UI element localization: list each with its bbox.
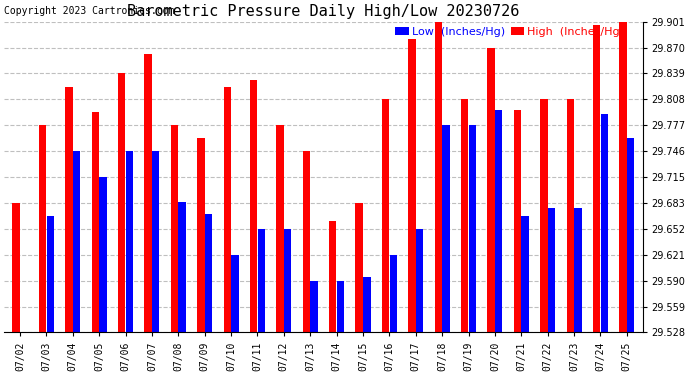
- Bar: [540, 99, 548, 332]
- Bar: [257, 229, 265, 332]
- Bar: [39, 125, 46, 332]
- Bar: [495, 110, 502, 332]
- Bar: [99, 177, 107, 332]
- Bar: [310, 281, 318, 332]
- Bar: [179, 202, 186, 332]
- Bar: [487, 48, 495, 332]
- Bar: [600, 114, 608, 332]
- Bar: [73, 151, 80, 332]
- Bar: [231, 255, 239, 332]
- Bar: [118, 74, 126, 332]
- Bar: [416, 229, 423, 332]
- Bar: [205, 214, 213, 332]
- Bar: [566, 99, 574, 332]
- Bar: [92, 112, 99, 332]
- Title: Barometric Pressure Daily High/Low 20230726: Barometric Pressure Daily High/Low 20230…: [127, 4, 520, 19]
- Bar: [303, 151, 310, 332]
- Bar: [461, 99, 469, 332]
- Bar: [363, 277, 371, 332]
- Bar: [329, 221, 337, 332]
- Bar: [408, 39, 415, 332]
- Bar: [276, 125, 284, 332]
- Bar: [620, 22, 627, 332]
- Bar: [337, 281, 344, 332]
- Bar: [250, 80, 257, 332]
- Text: Copyright 2023 Cartronics.com: Copyright 2023 Cartronics.com: [4, 6, 175, 15]
- Bar: [593, 25, 600, 332]
- Bar: [435, 22, 442, 332]
- Bar: [390, 255, 397, 332]
- Bar: [46, 216, 54, 332]
- Bar: [224, 87, 231, 332]
- Bar: [66, 87, 72, 332]
- Bar: [522, 216, 529, 332]
- Bar: [144, 54, 152, 332]
- Bar: [152, 151, 159, 332]
- Bar: [197, 138, 204, 332]
- Bar: [355, 203, 363, 332]
- Bar: [627, 138, 634, 332]
- Bar: [469, 125, 476, 332]
- Bar: [382, 99, 389, 332]
- Bar: [171, 125, 178, 332]
- Bar: [12, 203, 20, 332]
- Bar: [126, 151, 133, 332]
- Bar: [514, 110, 521, 332]
- Bar: [548, 209, 555, 332]
- Bar: [574, 209, 582, 332]
- Bar: [284, 229, 291, 332]
- Bar: [442, 125, 450, 332]
- Legend: Low  (Inches/Hg), High  (Inches/Hg): Low (Inches/Hg), High (Inches/Hg): [395, 27, 624, 37]
